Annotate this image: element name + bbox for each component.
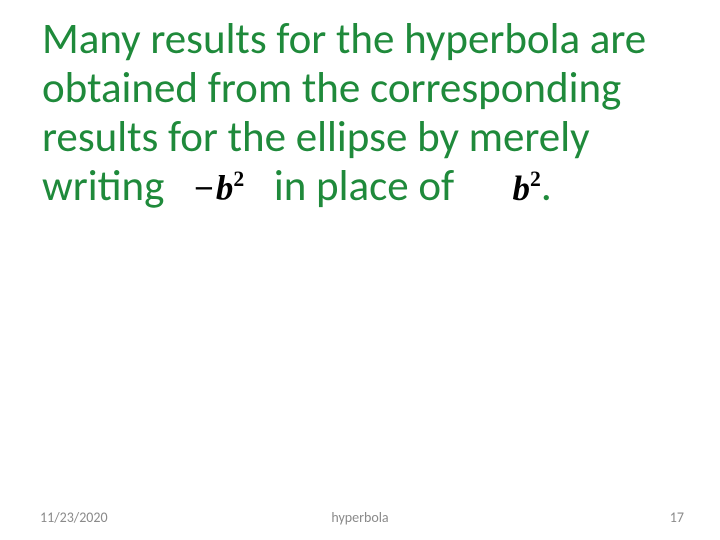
footer-page-number: 17 xyxy=(670,509,684,526)
footer-center-title: hyperbola xyxy=(0,509,720,526)
body-text-part2: in place of xyxy=(274,159,464,212)
body-paragraph: Many results for the hyperbola are obtai… xyxy=(42,14,682,210)
math-b-squared: b2 xyxy=(513,169,541,208)
math-neg-b-squared: −b2 xyxy=(174,168,264,209)
slide: Many results for the hyperbola are obtai… xyxy=(0,0,720,540)
body-text-part3: . xyxy=(541,159,552,212)
